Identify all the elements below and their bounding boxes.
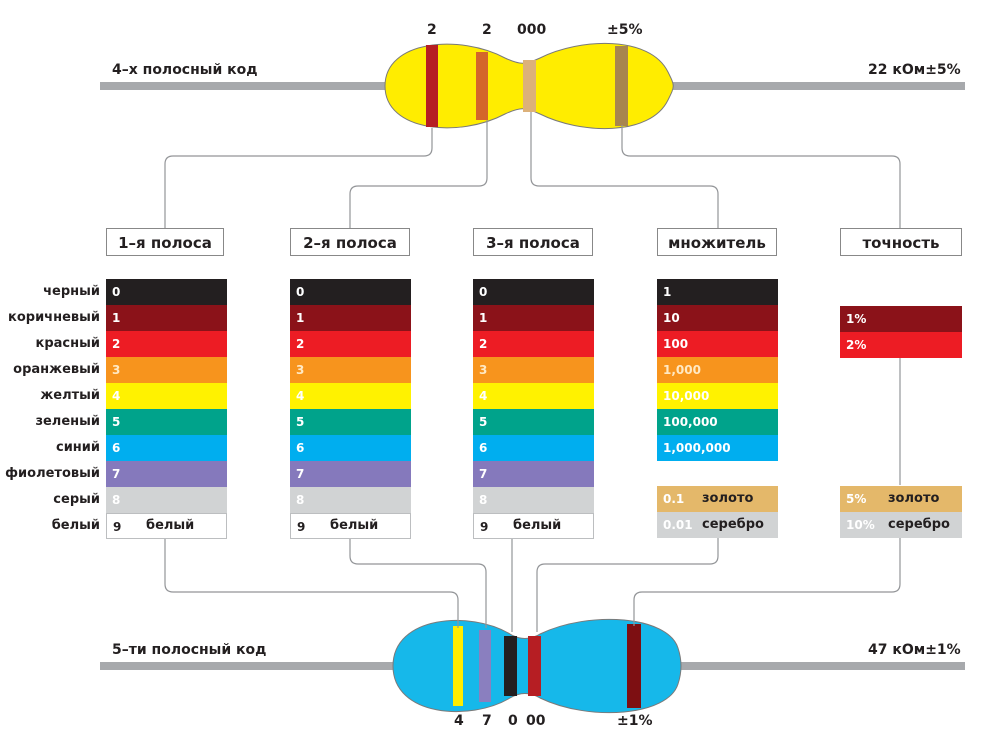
multiplier-extra-label-0: золото — [702, 491, 754, 506]
multiplier-4: 10,000 — [657, 383, 778, 409]
band2-digit-9: 9 — [290, 513, 411, 539]
bottom-code-value: 47 кОм±1% — [868, 642, 961, 658]
band1-digit-0: 0 — [106, 279, 227, 305]
multiplier-extra-0: 0.1 — [657, 486, 778, 512]
color-name-3: оранжевый — [13, 362, 100, 377]
multiplier-0: 1 — [657, 279, 778, 305]
tolerance-extra-label-1: серебро — [888, 517, 950, 532]
connector-top-band3 — [530, 112, 719, 228]
band3-digit-2: 2 — [473, 331, 594, 357]
top-code-title: 4–х полосный код — [112, 62, 258, 78]
color-name-7: фиолетовый — [5, 466, 100, 481]
band2-digit-6: 6 — [290, 435, 411, 461]
band2-digit-8: 8 — [290, 487, 411, 513]
multiplier-6: 1,000,000 — [657, 435, 778, 461]
color-name-2: красный — [35, 336, 100, 351]
tolerance-1: 2% — [840, 332, 962, 358]
top-code-value: 22 кОм±5% — [868, 62, 961, 78]
bottom-band-label-4: 00 — [526, 713, 546, 729]
band3-white-label: белый — [513, 518, 562, 533]
band1-digit-7: 7 — [106, 461, 227, 487]
band2-digit-2: 2 — [290, 331, 411, 357]
color-name-8: серый — [53, 492, 100, 507]
band3-digit-7: 7 — [473, 461, 594, 487]
band1-digit-4: 4 — [106, 383, 227, 409]
band1-digit-3: 3 — [106, 357, 227, 383]
bottom-band-3 — [504, 636, 517, 696]
band2-digit-5: 5 — [290, 409, 411, 435]
top-band-label-1: 2 — [427, 22, 437, 38]
connector-bottom-band5 — [633, 538, 901, 626]
band1-digit-5: 5 — [106, 409, 227, 435]
connector-top-band4 — [621, 125, 901, 228]
multiplier-1: 10 — [657, 305, 778, 331]
header-tolerance: точность — [840, 228, 962, 256]
color-name-4: желтый — [40, 388, 100, 403]
top-band-3 — [523, 60, 536, 112]
band1-digit-6: 6 — [106, 435, 227, 461]
band1-white-label: белый — [146, 518, 195, 533]
band1-digit-1: 1 — [106, 305, 227, 331]
header-multiplier: множитель — [657, 228, 777, 256]
bottom-band-1 — [453, 626, 463, 706]
top-band-4 — [615, 46, 628, 126]
color-name-6: синий — [55, 440, 100, 455]
bottom-band-label-1: 4 — [454, 713, 464, 729]
multiplier-3: 1,000 — [657, 357, 778, 383]
bottom-band-5 — [627, 624, 641, 708]
multiplier-5: 100,000 — [657, 409, 778, 435]
connector-top-band1 — [164, 128, 433, 228]
band1-digit-2: 2 — [106, 331, 227, 357]
band3-digit-4: 4 — [473, 383, 594, 409]
bottom-band-label-5: ±1% — [617, 713, 653, 729]
color-name-0: черный — [43, 284, 100, 299]
top-band-label-2: 2 — [482, 22, 492, 38]
multiplier-extra-label-1: серебро — [702, 517, 764, 532]
connector-top-band2 — [349, 120, 488, 228]
band3-digit-9: 9 — [473, 513, 594, 539]
tolerance-extra-0: 5% — [840, 486, 962, 512]
tolerance-extra-label-0: золото — [888, 491, 940, 506]
color-name-5: зеленый — [35, 414, 100, 429]
band3-digit-1: 1 — [473, 305, 594, 331]
band2-digit-7: 7 — [290, 461, 411, 487]
top-band-1 — [426, 45, 438, 127]
color-name-9: белый — [51, 518, 100, 533]
band1-digit-8: 8 — [106, 487, 227, 513]
tolerance-extra-1: 10% — [840, 512, 962, 538]
band3-digit-6: 6 — [473, 435, 594, 461]
tolerance-0: 1% — [840, 306, 962, 332]
header-band3: 3–я полоса — [473, 228, 593, 256]
band3-digit-5: 5 — [473, 409, 594, 435]
band2-digit-1: 1 — [290, 305, 411, 331]
header-band2: 2–я полоса — [290, 228, 410, 256]
connector-bottom-band1 — [164, 538, 459, 628]
multiplier-extra-1: 0.01 — [657, 512, 778, 538]
connector-bottom-band4 — [536, 538, 719, 632]
top-band-2 — [476, 52, 488, 120]
band2-digit-3: 3 — [290, 357, 411, 383]
connector-bottom-band2 — [349, 538, 487, 628]
band3-digit-0: 0 — [473, 279, 594, 305]
band2-digit-0: 0 — [290, 279, 411, 305]
bottom-band-label-3: 0 — [508, 713, 518, 729]
band2-digit-4: 4 — [290, 383, 411, 409]
bottom-band-label-2: 7 — [482, 713, 492, 729]
band3-digit-8: 8 — [473, 487, 594, 513]
top-band-label-4: ±5% — [607, 22, 643, 38]
bottom-band-2 — [479, 630, 491, 702]
band3-digit-3: 3 — [473, 357, 594, 383]
multiplier-2: 100 — [657, 331, 778, 357]
band2-white-label: белый — [330, 518, 379, 533]
band1-digit-9: 9 — [106, 513, 227, 539]
bottom-band-4 — [528, 636, 541, 696]
top-band-label-3: 000 — [517, 22, 547, 38]
bottom-code-title: 5–ти полосный код — [112, 642, 267, 658]
header-band1: 1–я полоса — [106, 228, 224, 256]
color-name-1: коричневый — [8, 310, 100, 325]
